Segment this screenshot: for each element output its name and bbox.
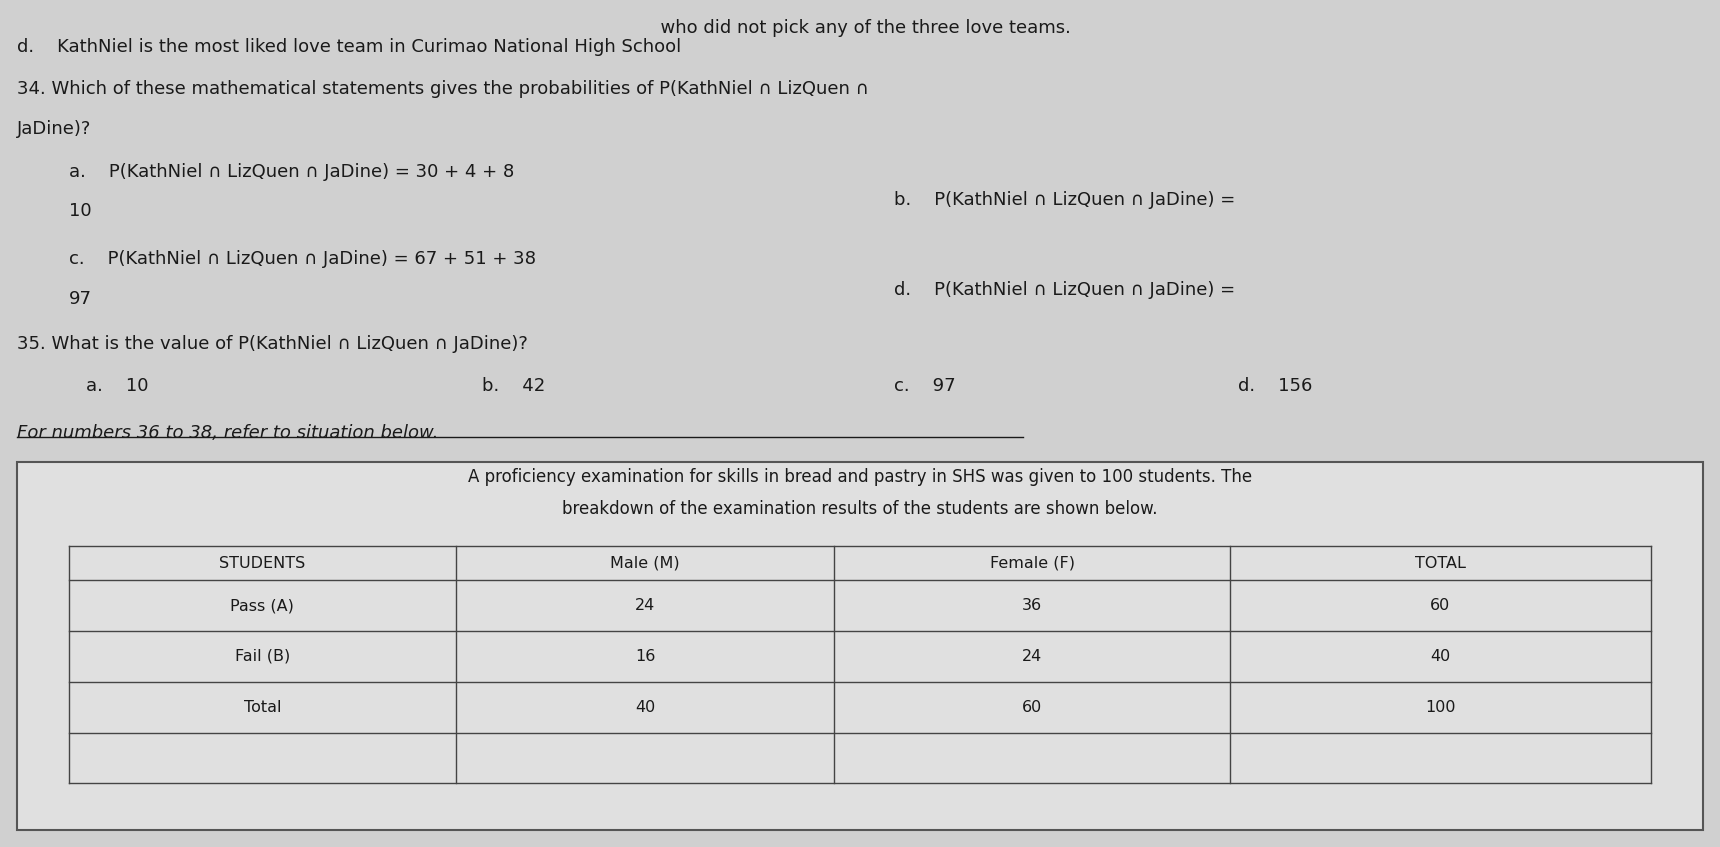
- Text: Pass (A): Pass (A): [230, 598, 294, 613]
- Text: 60: 60: [1022, 700, 1042, 715]
- Text: d.    KathNiel is the most liked love team in Curimao National High School: d. KathNiel is the most liked love team …: [17, 38, 681, 56]
- Text: a.    P(KathNiel ∩ LizQuen ∩ JaDine) = 30 + 4 + 8: a. P(KathNiel ∩ LizQuen ∩ JaDine) = 30 +…: [69, 163, 514, 180]
- Text: JaDine)?: JaDine)?: [17, 120, 91, 138]
- Text: b.    42: b. 42: [482, 377, 545, 395]
- Text: a.    10: a. 10: [86, 377, 148, 395]
- Text: b.    P(KathNiel ∩ LizQuen ∩ JaDine) =: b. P(KathNiel ∩ LizQuen ∩ JaDine) =: [894, 191, 1235, 208]
- Text: Total: Total: [244, 700, 280, 715]
- Text: 60: 60: [1431, 598, 1450, 613]
- Text: 24: 24: [635, 598, 655, 613]
- Text: 34. Which of these mathematical statements gives the probabilities of P(KathNiel: 34. Which of these mathematical statemen…: [17, 80, 869, 98]
- Text: For numbers 36 to 38, refer to situation below.: For numbers 36 to 38, refer to situation…: [17, 424, 439, 441]
- Text: 36: 36: [1022, 598, 1042, 613]
- Text: 100: 100: [1426, 700, 1455, 715]
- Text: 40: 40: [1431, 649, 1450, 664]
- Text: TOTAL: TOTAL: [1416, 556, 1465, 571]
- Text: d.    156: d. 156: [1238, 377, 1312, 395]
- Text: 97: 97: [69, 290, 91, 307]
- Text: d.    P(KathNiel ∩ LizQuen ∩ JaDine) =: d. P(KathNiel ∩ LizQuen ∩ JaDine) =: [894, 281, 1235, 299]
- Text: 10: 10: [69, 202, 91, 219]
- Text: who did not pick any of the three love teams.: who did not pick any of the three love t…: [648, 19, 1072, 36]
- Text: A proficiency examination for skills in bread and pastry in SHS was given to 100: A proficiency examination for skills in …: [468, 468, 1252, 485]
- Text: Male (M): Male (M): [611, 556, 679, 571]
- Text: 40: 40: [635, 700, 655, 715]
- Text: 35. What is the value of P(KathNiel ∩ LizQuen ∩ JaDine)?: 35. What is the value of P(KathNiel ∩ Li…: [17, 335, 528, 352]
- Text: STUDENTS: STUDENTS: [218, 556, 306, 571]
- Text: 16: 16: [635, 649, 655, 664]
- Text: 24: 24: [1022, 649, 1042, 664]
- Text: c.    97: c. 97: [894, 377, 956, 395]
- Text: Female (F): Female (F): [989, 556, 1075, 571]
- Text: breakdown of the examination results of the students are shown below.: breakdown of the examination results of …: [562, 500, 1158, 518]
- Text: Fail (B): Fail (B): [234, 649, 291, 664]
- Text: c.    P(KathNiel ∩ LizQuen ∩ JaDine) = 67 + 51 + 38: c. P(KathNiel ∩ LizQuen ∩ JaDine) = 67 +…: [69, 250, 537, 268]
- FancyBboxPatch shape: [17, 462, 1703, 830]
